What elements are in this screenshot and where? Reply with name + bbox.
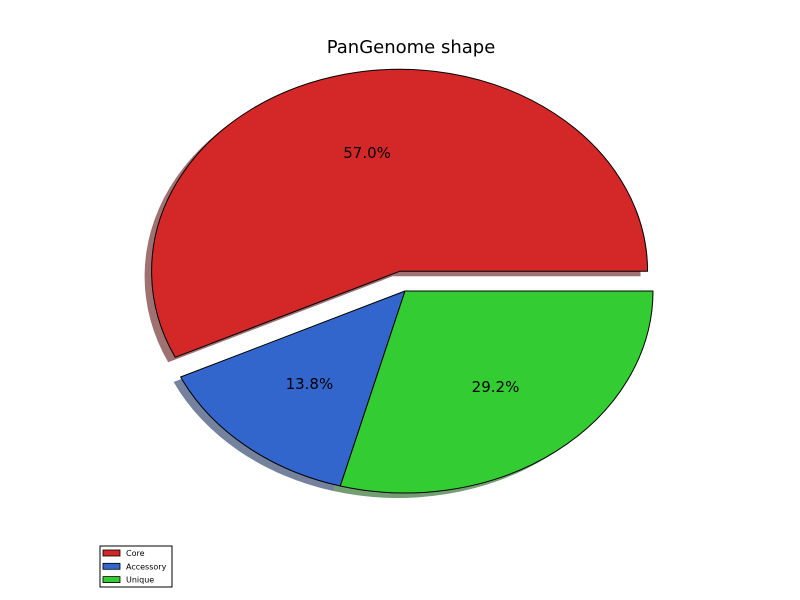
slice-label-accessory: 13.8% [286,375,334,393]
slice-label-core: 57.0% [343,144,391,162]
legend-swatch-unique [102,576,121,583]
slice-unique [339,290,654,494]
legend-label-unique: Unique [126,576,154,585]
legend-label-accessory: Accessory [126,562,167,571]
chart-title: PanGenome shape [327,37,496,58]
slice-labels: 57.0% 13.8% 29.2% [286,144,520,396]
slice-core [151,68,649,358]
pie-slices [151,68,654,494]
legend: Core Accessory Unique [99,545,173,588]
slice-label-unique: 29.2% [472,378,520,396]
legend-swatch-core [102,549,121,557]
legend-label-core: Core [126,549,145,558]
legend-swatch-accessory [102,562,121,570]
slice-accessory [180,290,406,487]
